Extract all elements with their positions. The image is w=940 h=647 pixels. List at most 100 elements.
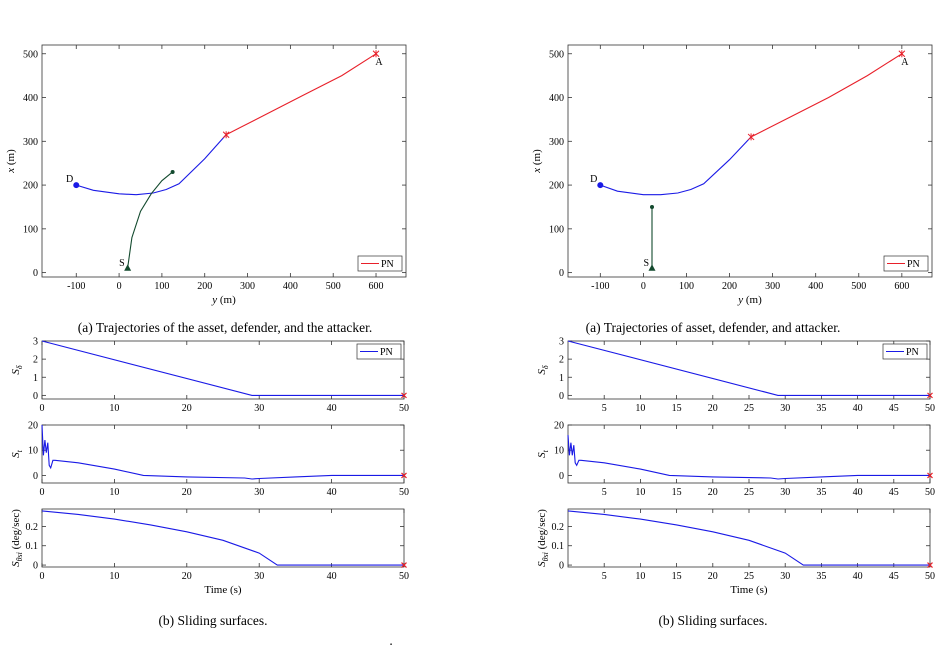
- left-s-theta-axes-frame: [41, 508, 405, 568]
- left-s-delta-ylabel: Sδ: [10, 365, 24, 375]
- right-trajectory-xtick-label: 100: [679, 281, 694, 292]
- right-trajectory-series-attacker-0: [750, 53, 903, 138]
- left-s-delta-ytick-label: 1: [33, 373, 38, 384]
- right-s-t-end-marker: [927, 472, 933, 479]
- right-s-delta-axes-frame: [567, 340, 931, 400]
- right-s-t-xtick-label: 40: [853, 487, 863, 498]
- left-s-theta-ytick-label: 0.2: [26, 522, 39, 533]
- left-trajectory-legend: PN: [357, 255, 403, 272]
- right-trajectory-point-label-D: D: [590, 174, 597, 185]
- right-trajectory-point-label-S: S: [643, 258, 649, 269]
- right-trajectory-xtick-label: 400: [808, 281, 823, 292]
- right-s-t-axes-frame: [567, 424, 931, 484]
- left-trajectory-ytick-label: 100: [23, 224, 38, 235]
- right-s-theta-xtick-label: 5: [602, 571, 607, 582]
- left-trajectory-ytick-label: 500: [23, 49, 38, 60]
- right-s-delta-xtick-label: 45: [889, 403, 899, 414]
- right-s-t-xtick-label: 45: [889, 487, 899, 498]
- right-trajectory-point-label-A: A: [901, 57, 909, 68]
- right-trajectory-ytick-label: 500: [549, 49, 564, 60]
- left-s-theta-xtick-label: 0: [40, 571, 45, 582]
- right-s-delta-xtick-label: 5: [602, 403, 607, 414]
- right-s-delta-ytick-label: 3: [559, 337, 564, 348]
- left-s-t-xtick-label: 50: [399, 487, 409, 498]
- left-s-delta-legend-box: [356, 343, 402, 360]
- right-trajectory-ylabel: x (m): [531, 149, 543, 174]
- left-trajectory-marker-asset-end: [170, 169, 175, 174]
- right-s-delta-xtick-label: 50: [925, 403, 935, 414]
- right-s-delta-ytick-label: 2: [559, 355, 564, 366]
- left-s-delta-xtick-label: 20: [182, 403, 192, 414]
- right-s-theta-xtick-label: 20: [708, 571, 718, 582]
- left-s-theta-xtick-label: 40: [327, 571, 337, 582]
- left-trajectory-xtick-label: 400: [283, 281, 298, 292]
- right-trajectory-legend-label: PN: [907, 259, 920, 270]
- right-s-t-ylabel: St: [536, 449, 550, 458]
- left-s-theta-xlabel: Time (s): [204, 584, 242, 596]
- left-s-t-series-line-0: [41, 424, 404, 480]
- right-s-delta-xtick-label: 30: [780, 403, 790, 414]
- right-s-theta-ytick-label: 0: [559, 561, 564, 572]
- left-s-t-axes-frame: [41, 424, 405, 484]
- caption-right-sliding: (b) Sliding surfaces.: [658, 613, 767, 628]
- right-s-t-xtick-label: 25: [744, 487, 754, 498]
- left-s-theta-ylabel: Sθsi (deg/sec): [10, 509, 24, 567]
- left-s-delta-ytick-label: 0: [33, 391, 38, 402]
- right-s-delta-xtick-label: 40: [853, 403, 863, 414]
- left-s-delta-ytick-label: 2: [33, 355, 38, 366]
- right-trajectory-xtick-label: -100: [591, 281, 609, 292]
- right-trajectory-ytick-label: 400: [549, 93, 564, 104]
- left-s-t-ylabel: St: [10, 449, 24, 458]
- right-s-t-xtick-label: 15: [672, 487, 682, 498]
- left-s-delta-legend-label: PN: [380, 347, 393, 358]
- right-trajectory-ytick-label: 300: [549, 137, 564, 148]
- right-trajectory-series-defender-1: [600, 136, 752, 196]
- right-s-t-xtick-label: 10: [635, 487, 645, 498]
- right-s-t-chart: 5 10 15 20 25 30 35 40 45 50 0 10 20 St: [536, 421, 935, 499]
- left-trajectory-series-attacker-0: [225, 53, 377, 136]
- left-s-delta-chart: 0 10 20 30 40 50 0 1 2 3 Sδ PN: [10, 337, 409, 415]
- left-trajectory-axes-frame: [41, 44, 407, 278]
- left-s-theta-xtick-label: 20: [182, 571, 192, 582]
- left-trajectory-marker-defender: [73, 182, 80, 189]
- right-s-t-xtick-label: 20: [708, 487, 718, 498]
- right-s-t-xtick-label: 30: [780, 487, 790, 498]
- left-s-delta-ytick-label: 3: [33, 337, 38, 348]
- caption-right-trajectory: (a) Trajectories of asset, defender, and…: [586, 320, 841, 335]
- right-s-theta-axes-frame: [567, 508, 931, 568]
- left-trajectory-xtick-label: 200: [197, 281, 212, 292]
- left-trajectory-series-defender-1: [76, 134, 227, 196]
- right-s-theta-ylabel: Sθsi (deg/sec): [536, 509, 550, 567]
- left-trajectory-xtick-label: 300: [240, 281, 255, 292]
- left-trajectory-point-label-S: S: [119, 258, 125, 269]
- right-trajectory-legend: PN: [883, 255, 929, 272]
- right-trajectory-marker-defender: [597, 182, 604, 189]
- right-s-theta-xtick-label: 15: [672, 571, 682, 582]
- left-trajectory-xtick-label: -100: [67, 281, 85, 292]
- caption-left-trajectory: (a) Trajectories of the asset, defender,…: [78, 320, 372, 335]
- right-trajectory-xtick-label: 200: [722, 281, 737, 292]
- right-s-theta-ytick-label: 0.2: [552, 522, 565, 533]
- right-s-delta-ytick-label: 1: [559, 373, 564, 384]
- left-s-delta-legend: PN: [356, 343, 402, 360]
- right-trajectory-ytick-label: 0: [559, 268, 564, 279]
- left-s-theta-xtick-label: 50: [399, 571, 409, 582]
- right-s-theta-xtick-label: 35: [816, 571, 826, 582]
- right-trajectory-ytick-label: 100: [549, 224, 564, 235]
- left-s-t-xtick-label: 0: [40, 487, 45, 498]
- left-s-theta-xtick-label: 10: [109, 571, 119, 582]
- left-s-theta-xtick-label: 30: [254, 571, 264, 582]
- left-s-t-chart: 0 10 20 30 40 50 0 10 20 St: [10, 421, 409, 499]
- left-s-delta-xtick-label: 40: [327, 403, 337, 414]
- right-s-delta-chart: 5 10 15 20 25 30 35 40 45 50 0 1 2 3 Sδ PN: [536, 337, 935, 415]
- left-trajectory-marker-attacker-star: [372, 50, 380, 58]
- left-trajectory-ytick-label: 300: [23, 137, 38, 148]
- right-s-delta-end-marker: [927, 392, 933, 399]
- right-trajectory-ytick-label: 200: [549, 181, 564, 192]
- left-trajectory-point-label-A: A: [375, 57, 383, 68]
- right-s-t-ytick-label: 0: [559, 471, 564, 482]
- right-trajectory-xtick-label: 500: [851, 281, 866, 292]
